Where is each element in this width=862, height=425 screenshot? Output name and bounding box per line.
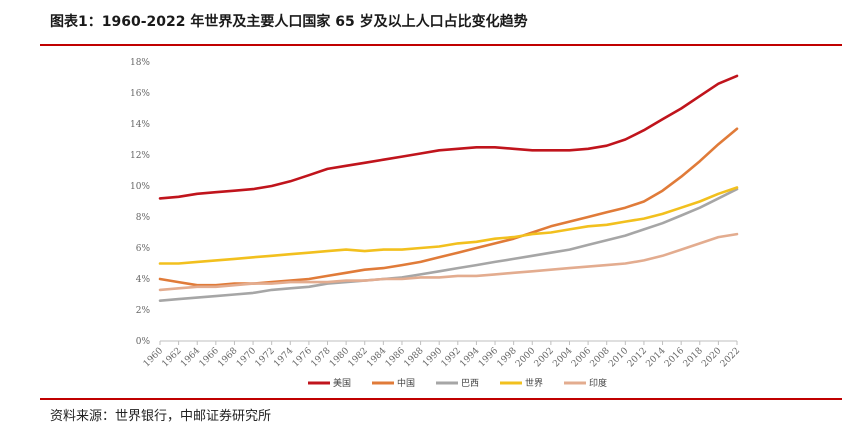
x-tick-label: 2012 <box>626 346 649 369</box>
legend-label-印度: 印度 <box>589 377 607 389</box>
y-tick-label: 12% <box>130 151 150 161</box>
series-line-印度 <box>158 232 739 292</box>
y-tick-label: 16% <box>130 89 150 99</box>
x-tick-label: 1984 <box>365 346 388 369</box>
chart-title: 图表1：1960-2022 年世界及主要人口国家 65 岁及以上人口占比变化趋势 <box>50 14 528 30</box>
chart-plot-area <box>158 74 739 303</box>
y-tick-label: 14% <box>130 120 150 130</box>
y-tick-label: 4% <box>136 275 151 285</box>
y-tick-label: 18% <box>130 58 150 68</box>
y-tick-label: 6% <box>136 244 151 254</box>
source-divider <box>40 398 842 400</box>
x-tick-label: 1974 <box>272 346 295 369</box>
x-tick-label: 1990 <box>421 346 444 369</box>
x-tick-label: 2002 <box>533 346 556 369</box>
line-chart: 0%2%4%6%8%10%12%14%16%18%196019621964196… <box>130 58 742 389</box>
x-tick-label: 1976 <box>291 346 314 369</box>
x-tick-label: 2016 <box>663 346 686 369</box>
legend-label-美国: 美国 <box>333 377 351 389</box>
y-tick-label: 2% <box>136 306 151 316</box>
x-tick-label: 1968 <box>216 346 239 369</box>
legend-label-世界: 世界 <box>525 377 543 389</box>
x-tick-label: 2010 <box>607 346 630 369</box>
x-tick-label: 2014 <box>644 346 667 369</box>
series-line-巴西 <box>158 187 739 303</box>
x-tick-label: 1986 <box>384 346 407 369</box>
x-tick-label: 1988 <box>402 346 425 369</box>
x-tick-label: 1980 <box>328 346 351 369</box>
x-tick-label: 1960 <box>142 346 165 369</box>
x-tick-label: 1994 <box>458 346 481 369</box>
series-line-美国 <box>158 74 739 200</box>
chart-axes: 0%2%4%6%8%10%12%14%16%18%196019621964196… <box>130 58 742 369</box>
title-divider <box>40 44 842 46</box>
x-tick-label: 1966 <box>198 346 221 369</box>
x-tick-label: 2008 <box>589 346 612 369</box>
legend-label-巴西: 巴西 <box>461 378 479 389</box>
x-tick-label: 1982 <box>347 346 370 369</box>
y-tick-label: 8% <box>136 213 151 223</box>
y-tick-label: 10% <box>130 182 150 192</box>
x-tick-label: 2000 <box>514 346 537 369</box>
x-tick-label: 2004 <box>551 346 574 369</box>
x-tick-label: 2020 <box>700 346 723 369</box>
source-note: 资料来源：世界银行，中邮证券研究所 <box>50 409 272 424</box>
x-tick-label: 1978 <box>309 346 332 369</box>
x-tick-label: 1996 <box>477 346 500 369</box>
x-tick-label: 2006 <box>570 346 593 369</box>
x-tick-label: 1962 <box>160 346 183 369</box>
x-tick-label: 1964 <box>179 346 202 369</box>
x-tick-label: 1972 <box>254 346 277 369</box>
x-tick-label: 1970 <box>235 346 258 369</box>
x-tick-label: 2022 <box>719 346 742 369</box>
x-tick-label: 1998 <box>495 346 518 369</box>
x-tick-label: 1992 <box>440 346 463 369</box>
x-tick-label: 2018 <box>682 346 705 369</box>
series-line-世界 <box>158 186 739 265</box>
chart-legend: 美国 中国 巴西 世界 印度 <box>308 377 607 389</box>
legend-label-中国: 中国 <box>397 377 415 389</box>
series-line-中国 <box>158 127 739 287</box>
y-tick-label: 0% <box>136 337 151 347</box>
